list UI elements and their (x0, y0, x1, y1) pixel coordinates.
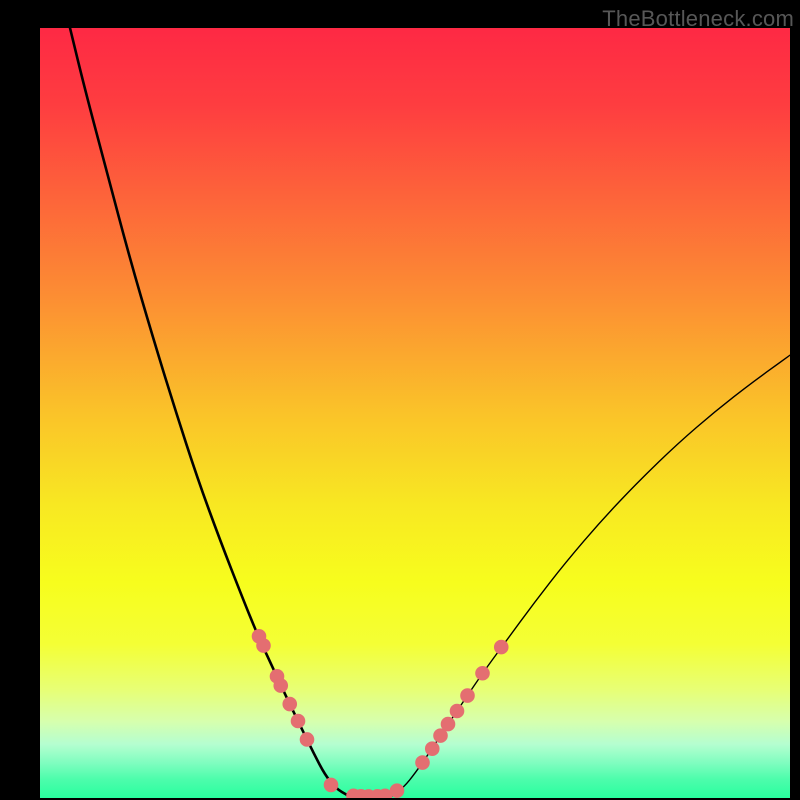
data-marker (324, 778, 338, 792)
data-marker (476, 666, 490, 680)
gradient-background (40, 28, 790, 798)
data-marker (378, 789, 392, 798)
plot-svg (40, 28, 790, 798)
data-marker (300, 733, 314, 747)
data-marker (441, 717, 455, 731)
chart-stage: TheBottleneck.com (0, 0, 800, 800)
data-marker (347, 789, 361, 798)
curve-right (393, 355, 791, 795)
data-marker (390, 784, 404, 798)
data-marker (362, 790, 376, 798)
data-marker (434, 729, 448, 743)
data-marker (291, 714, 305, 728)
curve-left (70, 28, 393, 797)
data-marker (461, 689, 475, 703)
markers-group (252, 630, 508, 799)
data-marker (252, 630, 266, 644)
data-marker (494, 640, 508, 654)
watermark-label: TheBottleneck.com (602, 6, 794, 32)
data-marker (416, 756, 430, 770)
plot-panel (40, 28, 790, 798)
data-marker (270, 670, 284, 684)
data-marker (371, 790, 385, 798)
data-marker (274, 679, 288, 693)
data-marker (283, 697, 297, 711)
data-marker (450, 704, 464, 718)
data-marker (425, 742, 439, 756)
data-marker (257, 639, 271, 653)
data-marker (354, 790, 368, 798)
